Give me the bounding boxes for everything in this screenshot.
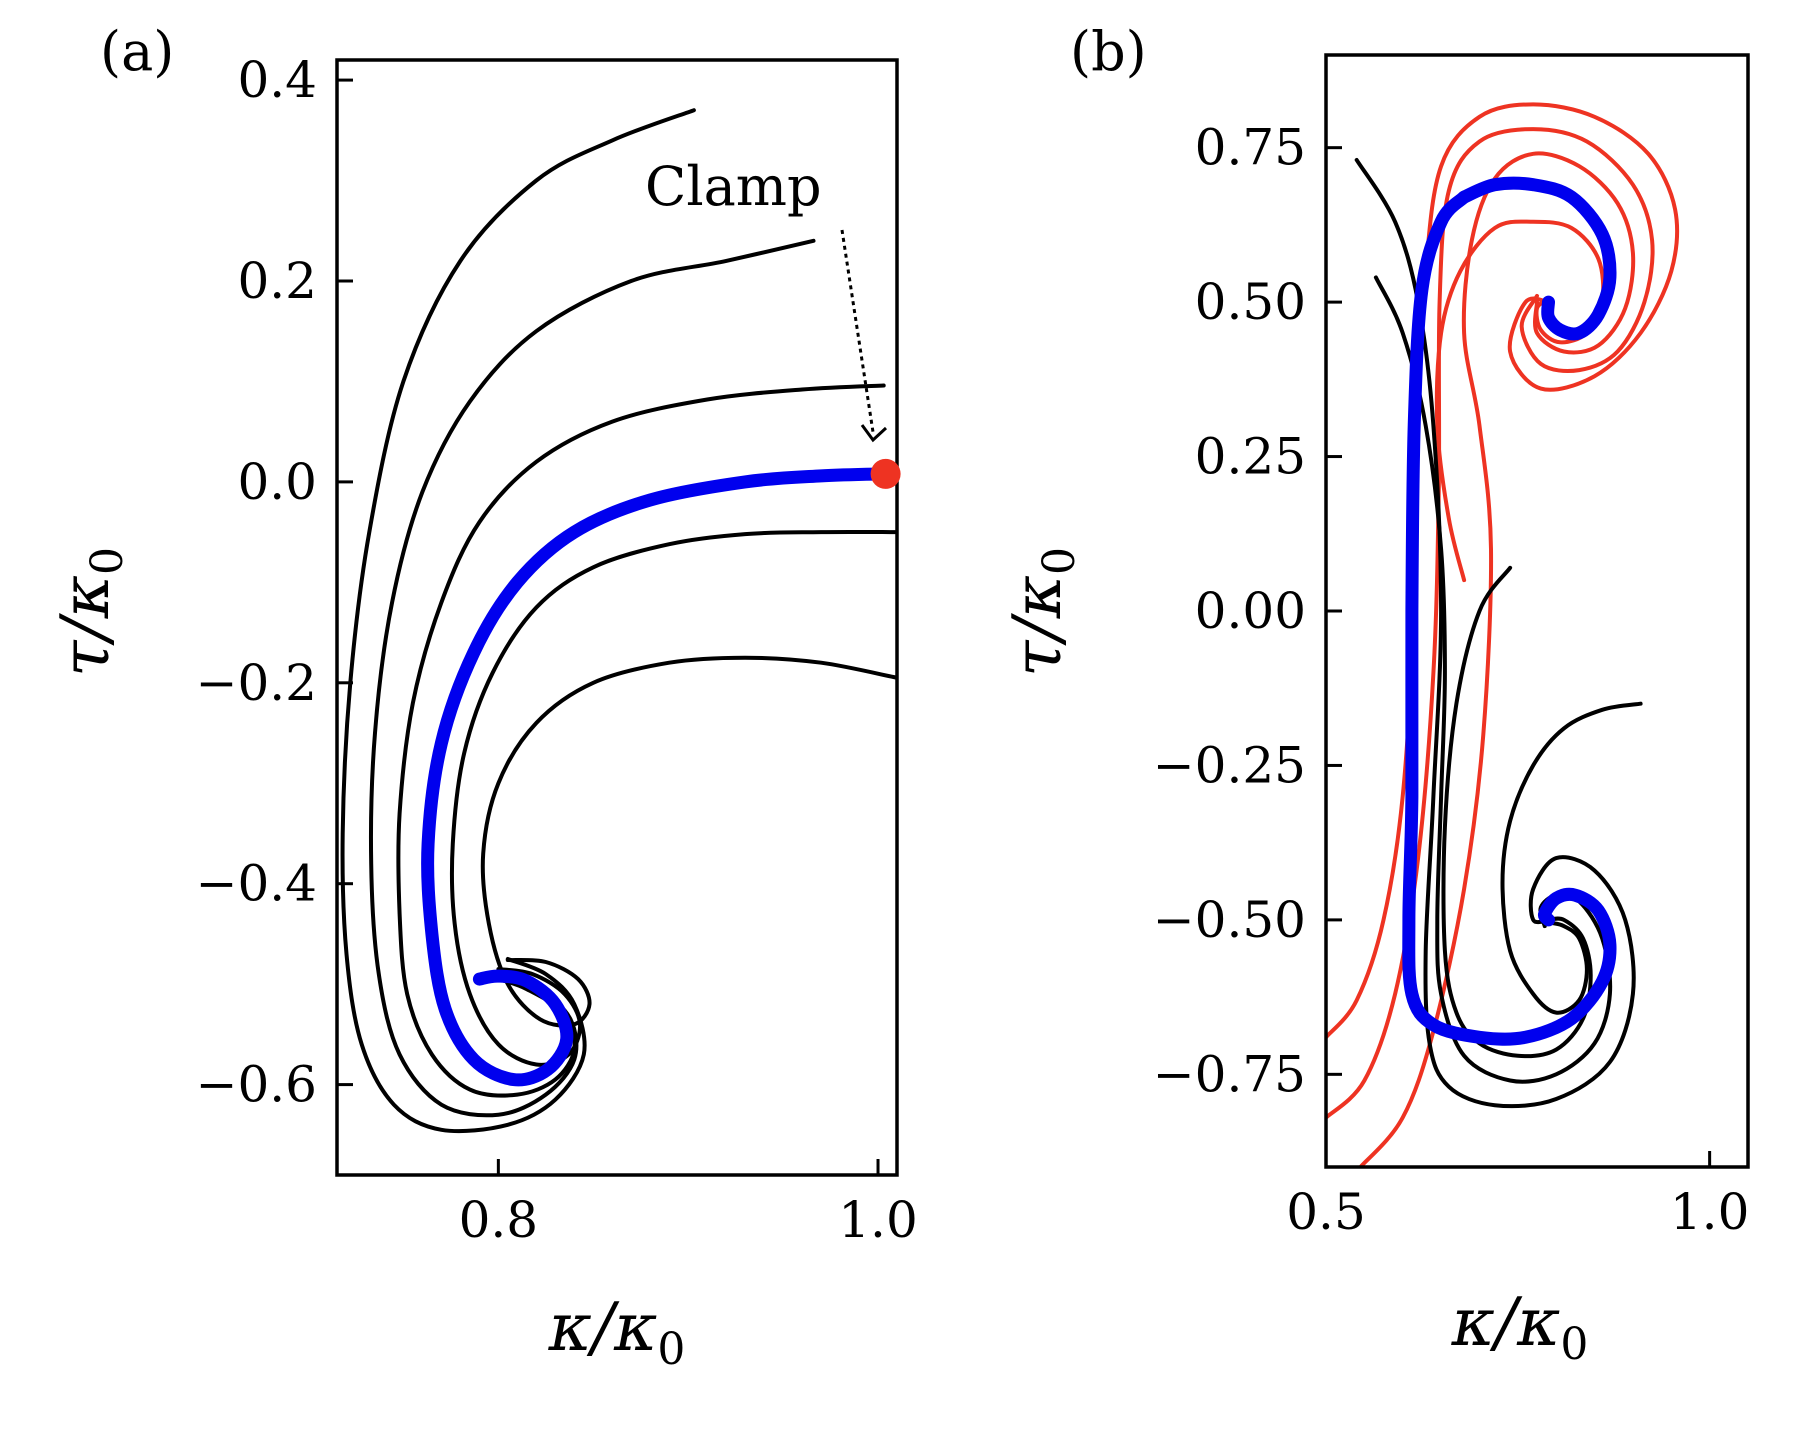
panel-b-ytick-label-0: 0.75 <box>1195 119 1306 177</box>
panel-a-xlabel-sub: 0 <box>657 1324 685 1375</box>
panel-a-series-0 <box>340 108 696 1134</box>
panel-a-annotation: Clamp <box>645 155 888 443</box>
panel-b-series-0 <box>1326 102 1680 1040</box>
clamp-arrow <box>840 229 875 433</box>
panel-a-ytick-label-4: −0.4 <box>196 855 317 913</box>
panel-a-series-4 <box>449 529 897 1067</box>
clamp-arrow-head <box>860 424 888 443</box>
panel-a-ticks: 0.8 1.0 0.4 0.2 0.0 −0.2 −0.4 −0.6 <box>196 51 918 1249</box>
panel-b-xtick-label-1: 1.0 <box>1670 1183 1750 1241</box>
panel-a-curves <box>340 108 897 1134</box>
panel-a-series-5 <box>480 655 897 1028</box>
panel-a-ylabel: τ/κ0 <box>47 547 133 677</box>
panel-a-series-3 <box>421 467 893 1087</box>
panel-b-xlabel-sub: 0 <box>1560 1319 1588 1370</box>
panel-b-label: (b) <box>1070 20 1147 83</box>
panel-b-xlabel: κ/κ0 <box>1451 1284 1589 1370</box>
panel-a-ylabel-main: τ/κ <box>47 575 124 677</box>
panel-a-ytick-label-5: −0.6 <box>196 1056 317 1114</box>
panel-a-frame <box>335 58 899 1177</box>
panel-a-xtick-label-1: 1.0 <box>838 1191 918 1249</box>
panel-b-series-8 <box>1402 190 1617 1046</box>
panel-a-ylabel-sub: 0 <box>82 547 133 575</box>
panel-a-ytick-label-0: 0.4 <box>237 51 317 109</box>
panel-b-series-4 <box>1354 158 1636 1109</box>
panel-a-label: (a) <box>100 20 174 83</box>
panel-b-ytick-label-2: 0.25 <box>1195 428 1306 486</box>
clamp-marker <box>870 458 901 489</box>
panel-b-xtick-label-0: 0.5 <box>1286 1183 1366 1241</box>
panel-a-xlabel: κ/κ0 <box>548 1289 686 1375</box>
panel-b-ticks: 0.5 1.0 0.75 0.50 0.25 0.00 −0.25 −0.50 −0.75 <box>1153 119 1750 1241</box>
panel-a-series-2 <box>396 383 886 1098</box>
panel-a-xtick-label-0: 0.8 <box>459 1191 539 1249</box>
panel-b-ytick-label-1: 0.50 <box>1195 273 1306 331</box>
panel-a-series-1 <box>368 238 816 1118</box>
panel-a-ytick-label-2: 0.0 <box>237 453 317 511</box>
panel-b-ytick-label-4: −0.25 <box>1153 736 1306 794</box>
panel-a-ytick-label-1: 0.2 <box>237 252 317 310</box>
panel-a-xlabel-main: κ/κ <box>548 1289 658 1366</box>
panel-b-series-7 <box>1500 701 1643 1015</box>
clamp-annotation: Clamp <box>645 155 822 218</box>
panel-b-curves <box>1326 102 1680 1167</box>
panel-a: (a) 0.8 1.0 0.4 0.2 0.0 −0.2 −0.4 −0.6 Clamp κ/… <box>47 20 918 1375</box>
panel-b-ylabel-sub: 0 <box>1034 547 1085 575</box>
panel-b-ytick-label-6: −0.75 <box>1153 1045 1306 1103</box>
panel-b-series-1 <box>1326 127 1655 1120</box>
panel-b-xlabel-main: κ/κ <box>1451 1284 1561 1361</box>
panel-b-ylabel: τ/κ0 <box>999 547 1085 677</box>
panel-b-series-3 <box>1434 219 1606 583</box>
panel-b: (b) 0.5 1.0 0.75 0.50 0.25 0.00 −0.25 −0.50 −0.7… <box>999 20 1750 1370</box>
panel-b-ylabel-main: τ/κ <box>999 575 1076 677</box>
panel-b-ytick-label-5: −0.50 <box>1153 891 1306 949</box>
panel-b-series-9 <box>1457 176 1617 341</box>
panel-a-ytick-label-3: −0.2 <box>196 654 317 712</box>
panel-b-ytick-label-3: 0.00 <box>1195 582 1306 640</box>
